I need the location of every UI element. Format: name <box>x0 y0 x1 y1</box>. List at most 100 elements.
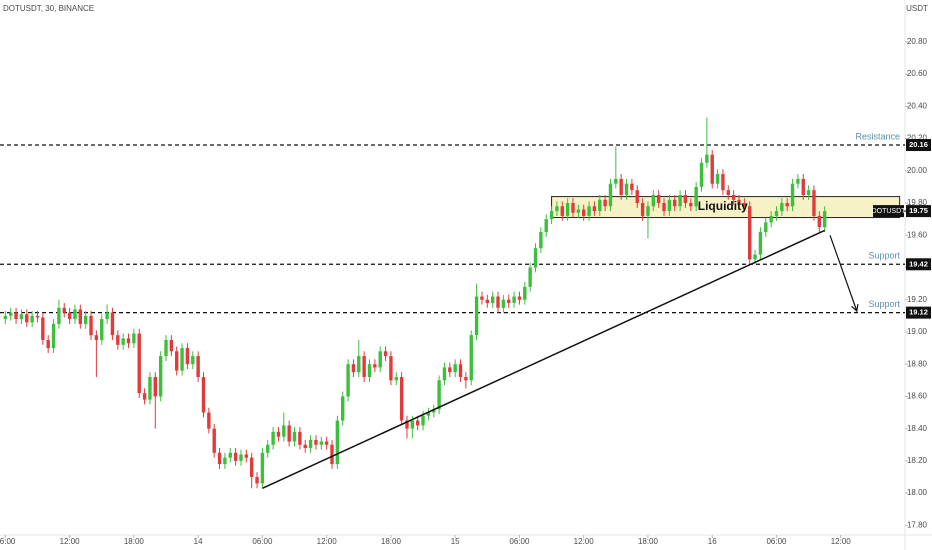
candle-body <box>78 309 83 324</box>
x-tick-label: 18:00 <box>381 537 402 546</box>
candle-body <box>796 178 800 184</box>
candle-body <box>394 377 398 381</box>
candle-body <box>421 415 425 426</box>
symbol-tag <box>873 205 904 218</box>
candle-body <box>667 199 672 212</box>
candle-body <box>742 203 747 207</box>
candle-body <box>523 286 527 300</box>
candle-body <box>378 351 382 368</box>
candle-body <box>212 428 216 453</box>
candle-body <box>67 312 72 320</box>
candle-body <box>292 431 297 442</box>
candle-body <box>581 209 586 216</box>
candle-body <box>587 206 591 216</box>
candle-body <box>426 412 431 416</box>
candle-body <box>603 199 607 207</box>
candle-body <box>410 420 415 429</box>
y-tick-label: 20.80 <box>907 37 928 46</box>
x-tick-label: 06:00 <box>509 537 530 546</box>
candle-body <box>758 232 763 255</box>
candle-body <box>822 211 827 228</box>
y-tick-label: 20.20 <box>907 134 928 143</box>
candle-body <box>635 190 639 204</box>
candle-body <box>785 203 789 207</box>
y-tick-label: 18.00 <box>907 488 928 497</box>
x-tick-label: 06:00 <box>766 537 787 546</box>
trendline <box>262 229 825 489</box>
candle-body <box>223 457 227 465</box>
candle-body <box>485 299 490 303</box>
y-tick-label: 20.00 <box>907 166 928 175</box>
candle-body <box>233 452 238 461</box>
candle-body <box>46 340 50 349</box>
symbol-tag-label: DOTUSDT <box>872 208 907 215</box>
candle-body <box>169 340 174 352</box>
currency-label: USDT <box>906 4 928 13</box>
candle-body <box>592 206 597 212</box>
candle-body <box>239 454 243 461</box>
candle-body <box>683 194 688 204</box>
candle-body <box>255 476 259 484</box>
candle-body <box>448 367 452 373</box>
candle-body <box>437 380 441 410</box>
candle-body <box>116 335 120 345</box>
level-label: Support <box>868 251 900 261</box>
candle-body <box>335 420 340 465</box>
candle-body <box>646 206 650 216</box>
price-tag <box>906 306 931 319</box>
price-tag <box>906 258 931 271</box>
x-tick-label: 06:00 <box>0 537 16 546</box>
candle-body <box>731 194 736 200</box>
candle-body <box>474 296 479 336</box>
candle-body <box>153 377 157 397</box>
candle-body <box>501 299 506 308</box>
x-tick-label: 18:00 <box>124 537 145 546</box>
candle-body <box>35 315 40 318</box>
y-tick-label: 20.60 <box>907 69 928 78</box>
price-tag-label: 20.16 <box>909 140 928 149</box>
level-label: Resistance <box>855 131 900 141</box>
candle-body <box>89 315 93 336</box>
candle-body <box>389 356 393 381</box>
x-tick-label: 16 <box>708 537 717 546</box>
x-tick-label: 12:00 <box>317 537 338 546</box>
y-tick-label: 18.80 <box>907 359 928 368</box>
candle-body <box>207 412 211 429</box>
candle-body <box>3 315 8 320</box>
candle-body <box>191 356 195 365</box>
candle-body <box>694 186 698 207</box>
candle-body <box>357 356 361 373</box>
candle-body <box>464 377 468 381</box>
candle-body <box>19 314 24 320</box>
candle-body <box>737 199 741 204</box>
candle-body <box>699 162 704 187</box>
candle-body <box>576 209 581 213</box>
candle-body <box>324 441 329 445</box>
candle-body <box>158 356 163 397</box>
y-tick-label: 18.20 <box>907 456 928 465</box>
candle-body <box>812 190 816 216</box>
candle-body <box>260 452 265 484</box>
candle-body <box>458 364 463 378</box>
candle-body <box>132 333 136 344</box>
candle-body <box>9 312 13 316</box>
candle-body <box>442 367 447 381</box>
candle-body <box>276 431 281 437</box>
candle-body <box>512 296 516 303</box>
candle-body <box>266 444 270 453</box>
candle-body <box>630 183 634 191</box>
candle-body <box>469 335 473 381</box>
x-tick-label: 12:00 <box>60 537 81 546</box>
candle-body <box>549 211 554 220</box>
candle-body <box>303 444 307 448</box>
candle-body <box>373 364 377 368</box>
candle-body <box>405 420 409 429</box>
price-tag <box>906 205 931 218</box>
candle-body <box>748 206 752 260</box>
candle-body <box>651 194 656 207</box>
candle-body <box>100 319 104 341</box>
candle-body <box>51 323 56 349</box>
y-tick-label: 20.40 <box>907 101 928 110</box>
x-tick-label: 18:00 <box>638 537 659 546</box>
